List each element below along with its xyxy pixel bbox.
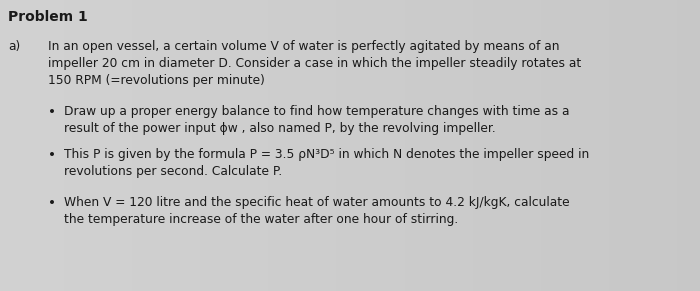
Text: When V = 120 litre and the specific heat of water amounts to 4.2 kJ/kgK, calcula: When V = 120 litre and the specific heat…	[64, 196, 570, 209]
Text: 150 RPM (=revolutions per minute): 150 RPM (=revolutions per minute)	[48, 74, 265, 87]
Text: result of the power input ϕw , also named P, by the revolving impeller.: result of the power input ϕw , also name…	[64, 122, 496, 135]
Text: Draw up a proper energy balance to find how temperature changes with time as a: Draw up a proper energy balance to find …	[64, 105, 570, 118]
Text: the temperature increase of the water after one hour of stirring.: the temperature increase of the water af…	[64, 213, 459, 226]
Text: In an open vessel, a certain volume V of water is perfectly agitated by means of: In an open vessel, a certain volume V of…	[48, 40, 559, 53]
Text: revolutions per second. Calculate P.: revolutions per second. Calculate P.	[64, 165, 282, 178]
Text: impeller 20 cm in diameter D. Consider a case in which the impeller steadily rot: impeller 20 cm in diameter D. Consider a…	[48, 57, 581, 70]
Text: Problem 1: Problem 1	[8, 10, 88, 24]
Text: •: •	[48, 105, 56, 119]
Text: •: •	[48, 148, 56, 162]
Text: This P is given by the formula P = 3.5 ρN³D⁵ in which N denotes the impeller spe: This P is given by the formula P = 3.5 ρ…	[64, 148, 589, 161]
Text: •: •	[48, 196, 56, 210]
Text: a): a)	[8, 40, 20, 53]
